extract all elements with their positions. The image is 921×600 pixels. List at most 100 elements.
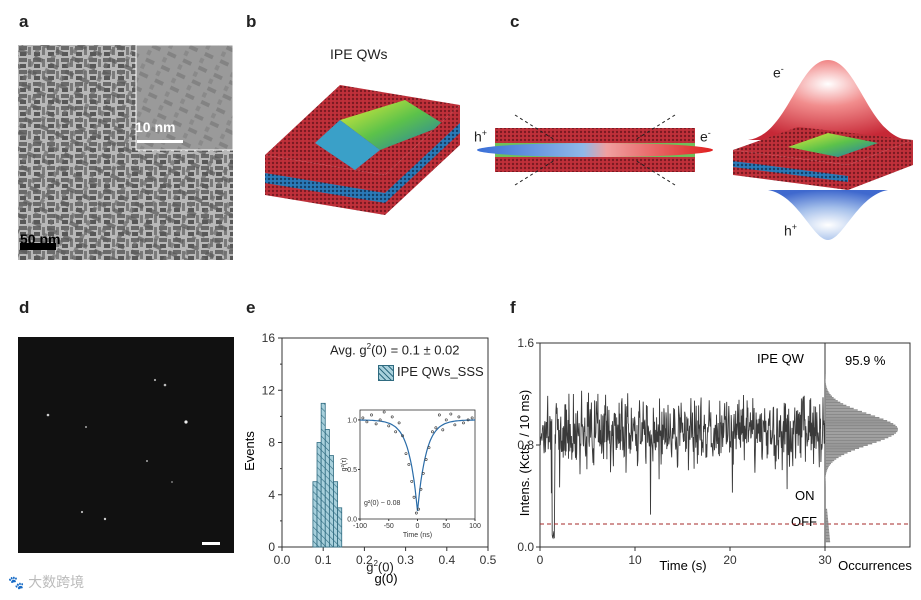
f-hist-bar <box>825 518 828 519</box>
f-hist-bar <box>825 448 859 449</box>
e-inset-ylabel: g²(τ) <box>341 458 348 472</box>
pl-scale-bar <box>202 542 220 545</box>
f-hist-bar <box>825 475 826 476</box>
f-hist-bar <box>825 409 858 410</box>
f-hist-bar <box>825 435 891 436</box>
f-hist-bar <box>825 454 844 455</box>
f-hist-bar <box>825 532 829 533</box>
e-inset-annotation: g²(0) ~ 0.08 <box>364 500 400 507</box>
e-ytick-label: 8 <box>268 436 275 450</box>
hole-label-side: h+ <box>474 128 487 145</box>
f-hist-bar <box>825 437 888 438</box>
f-hist-bar <box>825 445 868 446</box>
f-hist-bar <box>825 405 846 406</box>
f-hist-bar <box>825 411 862 412</box>
f-hist-bar <box>825 397 834 398</box>
f-hist-bar <box>825 512 827 513</box>
f-hist-bar <box>825 399 836 400</box>
e-annotation: Avg. g2(0) = 0.1 ± 0.02 <box>330 342 460 357</box>
f-hist-bar <box>825 446 863 447</box>
f-hist-bar <box>825 428 898 429</box>
f-hist-bar <box>825 458 836 459</box>
f-hist-bar <box>825 539 830 540</box>
e-inset-xtick-label: 0 <box>416 523 420 530</box>
e-ylabel: Events <box>242 431 257 471</box>
f-hist-bar <box>825 451 851 452</box>
f-hist-bar <box>825 414 871 415</box>
f-hist-bar <box>825 438 885 439</box>
f-hist-bar <box>825 425 895 426</box>
f-hist-bar <box>825 519 828 520</box>
f-hist-bar <box>825 521 828 522</box>
f-hist-bar <box>825 509 827 510</box>
f-hist-bar <box>825 533 829 534</box>
e-inset-ytick-label: 0.5 <box>347 467 357 474</box>
e-inset-xtick-label: -100 <box>353 523 367 530</box>
f-hist-bar <box>825 467 828 468</box>
f-off-label: OFF <box>791 514 817 529</box>
quantum-well-3d <box>255 65 470 220</box>
e-inset-xlabel: Time (ns) <box>403 532 432 539</box>
f-hist-bar <box>825 452 848 453</box>
f-hist-bar <box>825 382 826 383</box>
f-title: IPE QW <box>757 351 805 366</box>
f-hist-bar <box>825 455 841 456</box>
f-hist-bar <box>825 422 890 423</box>
e-ytick-label: 4 <box>268 488 275 502</box>
panel-label-f: f <box>510 298 516 318</box>
f-trace-line <box>540 391 825 539</box>
f-hist-bar <box>825 420 887 421</box>
f-xtick-label: 10 <box>628 553 642 567</box>
f-hist-bar <box>825 392 829 393</box>
e-inset-ytick-label: 0.0 <box>347 517 357 524</box>
e-xtick-label: 0.0 <box>274 553 291 567</box>
f-ytick-label: 1.6 <box>517 336 534 350</box>
f-hist-bar <box>825 477 826 478</box>
f-hist-bar <box>825 535 830 536</box>
f-hist-bar <box>825 516 828 517</box>
f-hist-bar <box>825 394 831 395</box>
side-view-diagram <box>475 110 720 190</box>
f-hist-bar <box>825 529 829 530</box>
e-ytick-label: 16 <box>262 331 276 345</box>
f-on-label: ON <box>795 488 815 503</box>
f-xtick-label: 30 <box>818 553 832 567</box>
panel-b-title: IPE QWs <box>330 46 388 62</box>
f-xtick-label: 20 <box>723 553 737 567</box>
e-bar <box>334 482 338 547</box>
f-hist-bar <box>825 474 826 475</box>
f-xtick-label: 0 <box>537 553 544 567</box>
f-hist-bar <box>825 402 840 403</box>
f-hist-bar <box>825 510 827 511</box>
f-hist-bar <box>825 457 839 458</box>
f-hist-bar <box>825 443 872 444</box>
f-hist-bar <box>825 526 829 527</box>
f-hist-bar <box>825 466 829 467</box>
f-hist-bar <box>825 530 829 531</box>
f-hist-xlabel: Occurrences <box>838 558 912 573</box>
panel-label-d: d <box>19 298 29 318</box>
f-hist-annotation: 95.9 % <box>845 353 886 368</box>
f-hist-bar <box>825 523 828 524</box>
panel-label-b: b <box>246 12 256 32</box>
f-hist-bar <box>825 388 827 389</box>
panel-label-e: e <box>246 298 255 318</box>
tem-image: 10 nm 50 nm <box>18 45 233 260</box>
f-hist-bar <box>825 463 831 464</box>
electron-label-3d: e- <box>773 64 784 81</box>
e-bar <box>325 429 329 547</box>
f-hist-bar <box>825 524 829 525</box>
f-hist-bar <box>825 403 843 404</box>
e-ytick-label: 0 <box>268 540 275 554</box>
panel-label-a: a <box>19 12 28 32</box>
hole-label-3d: h+ <box>784 222 797 239</box>
e-inset-ytick-label: 1.0 <box>347 417 357 424</box>
scale-bar-large-label: 50 nm <box>20 231 60 247</box>
f-ylabel: Intens. (Kcts. / 10 ms) <box>517 390 532 516</box>
f-hist-bar <box>825 460 834 461</box>
e-xtick-label: 0.1 <box>315 553 332 567</box>
f-hist-bar <box>825 386 827 387</box>
e-ytick-label: 12 <box>262 383 276 397</box>
f-xlabel: Time (s) <box>659 558 706 573</box>
f-hist-bar <box>825 441 877 442</box>
